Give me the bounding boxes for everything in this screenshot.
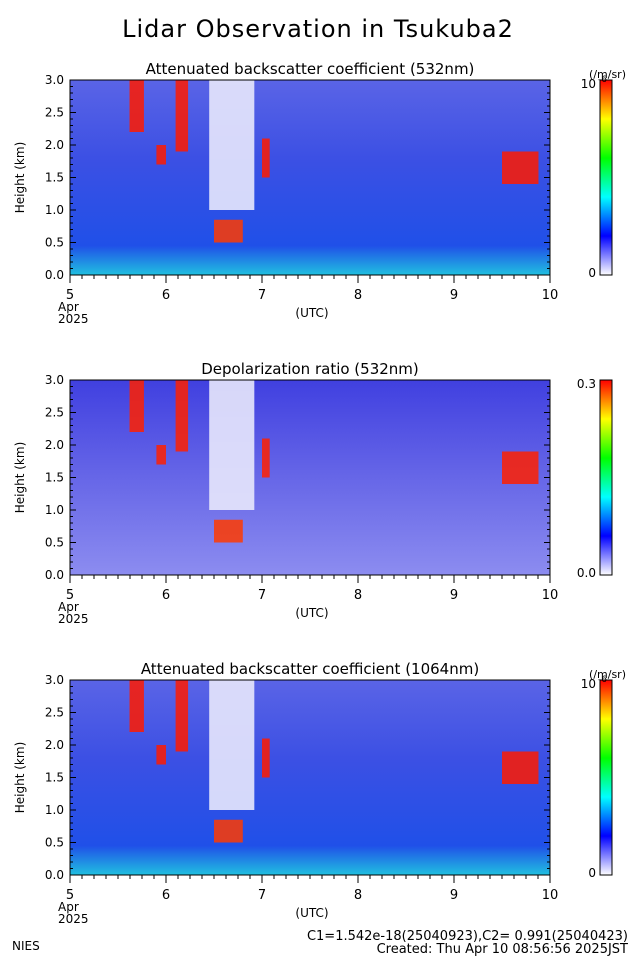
x-tick-label: 8 [354, 288, 362, 303]
colorbar-min-label: 0 [588, 866, 596, 880]
y-tick-label: 0.5 [45, 536, 64, 550]
colorbar-max-label: 10 [581, 677, 596, 691]
cloud-feature [214, 219, 243, 243]
cloud-feature [502, 751, 539, 784]
heatmap-field [70, 680, 550, 875]
y-tick-label: 0.5 [45, 236, 64, 250]
x-tick-label: 9 [450, 888, 458, 903]
y-tick-label: 1.5 [45, 471, 64, 485]
y-tick-label: 0.0 [45, 268, 64, 282]
cloud-feature [502, 151, 539, 184]
y-axis-label: Height (km) [13, 142, 27, 213]
y-tick-label: 1.0 [45, 803, 64, 817]
heatmap-field [70, 380, 550, 575]
x-tick-label: 5 [66, 588, 74, 603]
y-tick-label: 3.0 [45, 373, 64, 387]
no-signal-region [209, 680, 255, 810]
x-axis-label: (UTC) [295, 306, 328, 320]
no-signal-region [209, 380, 255, 510]
x-tick-label: 7 [258, 588, 266, 603]
colorbar [599, 679, 613, 876]
calibration-text: C1=1.542e-18(25040923),C2= 0.991(2504042… [307, 929, 628, 944]
y-tick-label: 2.5 [45, 706, 64, 720]
colorbar-max-label: 0.3 [577, 377, 596, 391]
cloud-feature [129, 680, 144, 732]
x-tick-label: 10 [542, 288, 559, 303]
cloud-feature [262, 438, 270, 478]
y-tick-label: 2.0 [45, 138, 64, 152]
x-tick-label: 6 [162, 888, 170, 903]
no-signal-region [209, 80, 255, 210]
x-date-label: 2025 [58, 312, 89, 326]
cloud-feature [502, 451, 539, 484]
y-tick-label: 1.0 [45, 203, 64, 217]
x-date-label: 2025 [58, 612, 89, 626]
x-tick-label: 7 [258, 288, 266, 303]
panel-2: Depolarization ratio (532nm) 0.0 0.5 1.0 1.5… [13, 360, 613, 626]
panel-title: Attenuated backscatter coefficient (1064… [141, 660, 479, 678]
colorbar-unit: (/m/sr) [589, 68, 626, 81]
x-tick-label: 5 [66, 288, 74, 303]
colorbar-unit: (/m/sr) [589, 668, 626, 681]
y-tick-label: 2.0 [45, 438, 64, 452]
cloud-feature [156, 445, 166, 465]
y-axis-label: Height (km) [13, 742, 27, 813]
cloud-feature [156, 145, 166, 165]
cloud-feature [175, 680, 189, 752]
panel-title: Depolarization ratio (532nm) [201, 360, 419, 378]
x-tick-label: 9 [450, 288, 458, 303]
x-date-label: 2025 [58, 912, 89, 926]
heatmap-field [70, 80, 550, 275]
cloud-feature [262, 138, 270, 178]
y-tick-label: 2.5 [45, 106, 64, 120]
panel-3: Attenuated backscatter coefficient (1064… [13, 660, 626, 926]
cloud-feature [156, 745, 166, 765]
colorbar-exponent: -6 [598, 675, 607, 685]
x-tick-label: 9 [450, 588, 458, 603]
cloud-feature [129, 380, 144, 432]
cloud-feature [175, 380, 189, 452]
x-tick-label: 6 [162, 288, 170, 303]
y-tick-label: 1.5 [45, 771, 64, 785]
org-label: NIES [12, 939, 40, 953]
colorbar-exponent: -6 [598, 75, 607, 85]
x-axis-label: (UTC) [295, 906, 328, 920]
x-date-label: Apr [58, 900, 79, 914]
colorbar [599, 379, 613, 576]
y-tick-label: 2.0 [45, 738, 64, 752]
cloud-feature [129, 80, 144, 132]
y-tick-label: 1.5 [45, 171, 64, 185]
x-axis-label: (UTC) [295, 606, 328, 620]
y-tick-label: 0.0 [45, 568, 64, 582]
cloud-feature [175, 80, 189, 152]
x-tick-label: 7 [258, 888, 266, 903]
y-tick-label: 0.5 [45, 836, 64, 850]
cloud-feature [214, 519, 243, 543]
x-date-label: Apr [58, 300, 79, 314]
x-tick-label: 10 [542, 588, 559, 603]
panel-title: Attenuated backscatter coefficient (532n… [146, 60, 475, 78]
colorbar-min-label: 0.0 [577, 566, 596, 580]
cloud-feature [214, 819, 243, 843]
figure-title: Lidar Observation in Tsukuba2 [122, 15, 514, 43]
cloud-feature [262, 738, 270, 778]
panel-1: Attenuated backscatter coefficient (532n… [13, 60, 626, 326]
x-tick-label: 8 [354, 588, 362, 603]
y-tick-label: 3.0 [45, 673, 64, 687]
created-timestamp: Created: Thu Apr 10 08:56:56 2025JST [377, 942, 628, 957]
x-date-label: Apr [58, 600, 79, 614]
colorbar-min-label: 0 [588, 266, 596, 280]
x-tick-label: 8 [354, 888, 362, 903]
y-tick-label: 0.0 [45, 868, 64, 882]
y-tick-label: 3.0 [45, 73, 64, 87]
y-tick-label: 1.0 [45, 503, 64, 517]
colorbar-max-label: 10 [581, 77, 596, 91]
y-tick-label: 2.5 [45, 406, 64, 420]
y-axis-label: Height (km) [13, 442, 27, 513]
x-tick-label: 5 [66, 888, 74, 903]
x-tick-label: 6 [162, 588, 170, 603]
x-tick-label: 10 [542, 888, 559, 903]
colorbar [599, 79, 613, 276]
